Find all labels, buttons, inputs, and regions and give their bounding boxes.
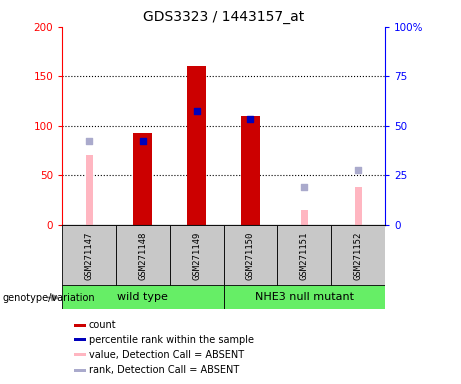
Bar [301,210,308,225]
Text: GSM271150: GSM271150 [246,231,255,280]
Bar [187,66,206,225]
Point [301,184,308,190]
Point [247,116,254,122]
Text: value, Detection Call = ABSENT: value, Detection Call = ABSENT [89,349,244,360]
Bar [241,116,260,225]
Bar [74,338,86,341]
Text: count: count [89,320,117,330]
Point [85,137,93,144]
Text: wild type: wild type [118,292,168,302]
Point [193,108,201,114]
Bar [74,353,86,356]
Title: GDS3323 / 1443157_at: GDS3323 / 1443157_at [143,10,304,25]
Text: GSM271151: GSM271151 [300,231,309,280]
Bar [116,225,170,286]
Text: GSM271152: GSM271152 [354,231,362,280]
Text: rank, Detection Call = ABSENT: rank, Detection Call = ABSENT [89,365,239,375]
Bar [355,187,361,225]
Bar [224,225,278,286]
Bar [331,225,385,286]
Bar [86,156,93,225]
Bar [62,285,224,309]
Text: percentile rank within the sample: percentile rank within the sample [89,335,254,345]
Text: NHE3 null mutant: NHE3 null mutant [255,292,354,302]
Point [355,167,362,173]
Text: genotype/variation: genotype/variation [2,293,95,303]
Bar [278,225,331,286]
Bar [170,225,224,286]
Bar [62,225,116,286]
Bar [74,324,86,326]
Point [139,137,147,144]
Bar [224,285,385,309]
Text: GSM271149: GSM271149 [192,231,201,280]
Bar [134,133,152,225]
Text: GSM271148: GSM271148 [138,231,148,280]
Text: GSM271147: GSM271147 [85,231,94,280]
Bar [74,369,86,372]
